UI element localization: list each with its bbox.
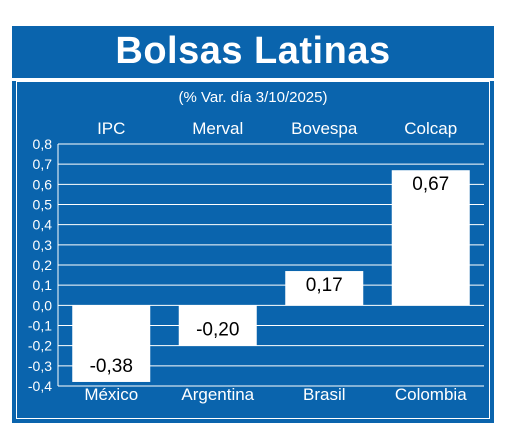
data-label: 0,67 [412,174,449,195]
index-label: IPC [97,119,125,138]
data-label: -0,20 [196,320,239,341]
index-label: Merval [192,119,243,138]
category-label: Colombia [395,385,467,404]
y-tick-label: -0,3 [28,358,52,374]
y-tick-label: -0,4 [28,378,52,394]
y-tick-label: 0,2 [33,257,53,273]
y-tick-label: -0,2 [28,338,52,354]
category-label: México [84,385,138,404]
y-tick-label: -0,1 [28,318,52,334]
index-label: Colcap [404,119,457,138]
bar [285,271,364,306]
bar [72,305,151,382]
category-label: Argentina [181,385,254,404]
title-band: Bolsas Latinas [12,26,494,81]
y-tick-label: 0,8 [33,136,53,152]
y-tick-label: 0,0 [33,297,53,313]
y-tick-label: 0,7 [33,156,53,172]
chart-subtitle: (% Var. día 3/10/2025) [178,89,328,106]
y-tick-label: 0,1 [33,277,53,293]
bar [391,170,470,306]
y-tick-label: 0,6 [33,176,53,192]
y-tick-label: 0,3 [33,237,53,253]
data-label: 0,17 [306,275,343,296]
chart-title: Bolsas Latinas [115,30,391,72]
category-label: Brasil [303,385,346,404]
y-tick-label: 0,5 [33,197,53,213]
bar [178,305,257,346]
bar-chart: 0,8 0,7 0,6 0,5 0,4 0,3 0,2 0,1 0,0 -0,1 -0,2 -0,3 -… [28,119,484,404]
index-label: Bovespa [291,119,358,138]
chart-frame: Bolsas Latinas (% Var. día 3/10/2025) 0,… [12,26,494,423]
y-tick-label: 0,4 [33,217,53,233]
data-label: -0,38 [90,356,133,377]
